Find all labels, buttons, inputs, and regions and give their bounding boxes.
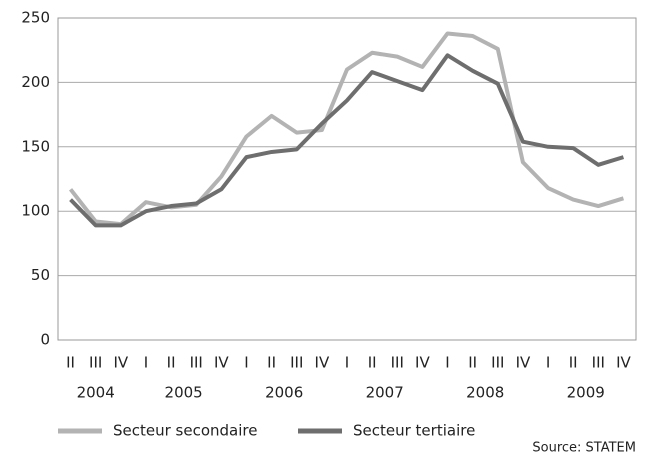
x-tick-label: IV [516, 354, 531, 372]
x-tick-label: II [569, 354, 578, 372]
y-tick-label: 150 [21, 137, 50, 155]
x-group-label: 2006 [265, 384, 303, 402]
x-tick-label: IV [616, 354, 631, 372]
legend-label: Secteur secondaire [113, 422, 257, 440]
x-group-label: 2009 [567, 384, 605, 402]
x-tick-label: III [290, 354, 303, 372]
y-tick-label: 100 [21, 202, 50, 220]
x-group-label: 2004 [77, 384, 115, 402]
x-group-label: 2008 [466, 384, 504, 402]
x-tick-label: IV [415, 354, 430, 372]
x-tick-label: II [167, 354, 176, 372]
x-tick-label: III [491, 354, 504, 372]
plot-border [57, 17, 637, 341]
x-tick-label: I [445, 354, 449, 372]
x-tick-label: I [546, 354, 550, 372]
x-tick-label: I [244, 354, 248, 372]
y-tick-label: 50 [31, 266, 50, 284]
y-tick-label: 200 [21, 73, 50, 91]
x-group-label: 2007 [366, 384, 404, 402]
x-tick-label: IV [315, 354, 330, 372]
source: Source: STATEM [532, 441, 636, 456]
x-tick-label: I [345, 354, 349, 372]
x-tick-label: II [267, 354, 276, 372]
x-tick-label: IV [214, 354, 229, 372]
series-line [68, 31, 625, 227]
x-tick-label: II [468, 354, 477, 372]
x-tick-label: II [66, 354, 75, 372]
x-tick-label: III [592, 354, 605, 372]
legend-label: Secteur tertiaire [353, 422, 475, 440]
x-tick-label: III [89, 354, 102, 372]
y-tick-label: 0 [40, 331, 50, 349]
series-line [69, 53, 625, 228]
x-tick-label: IV [113, 354, 128, 372]
x-tick-label: III [190, 354, 203, 372]
x-tick-label: I [144, 354, 148, 372]
y-tick-label: 250 [21, 9, 50, 27]
x-group-label: 2005 [165, 384, 203, 402]
x-tick-label: III [391, 354, 404, 372]
x-tick-label: II [368, 354, 377, 372]
